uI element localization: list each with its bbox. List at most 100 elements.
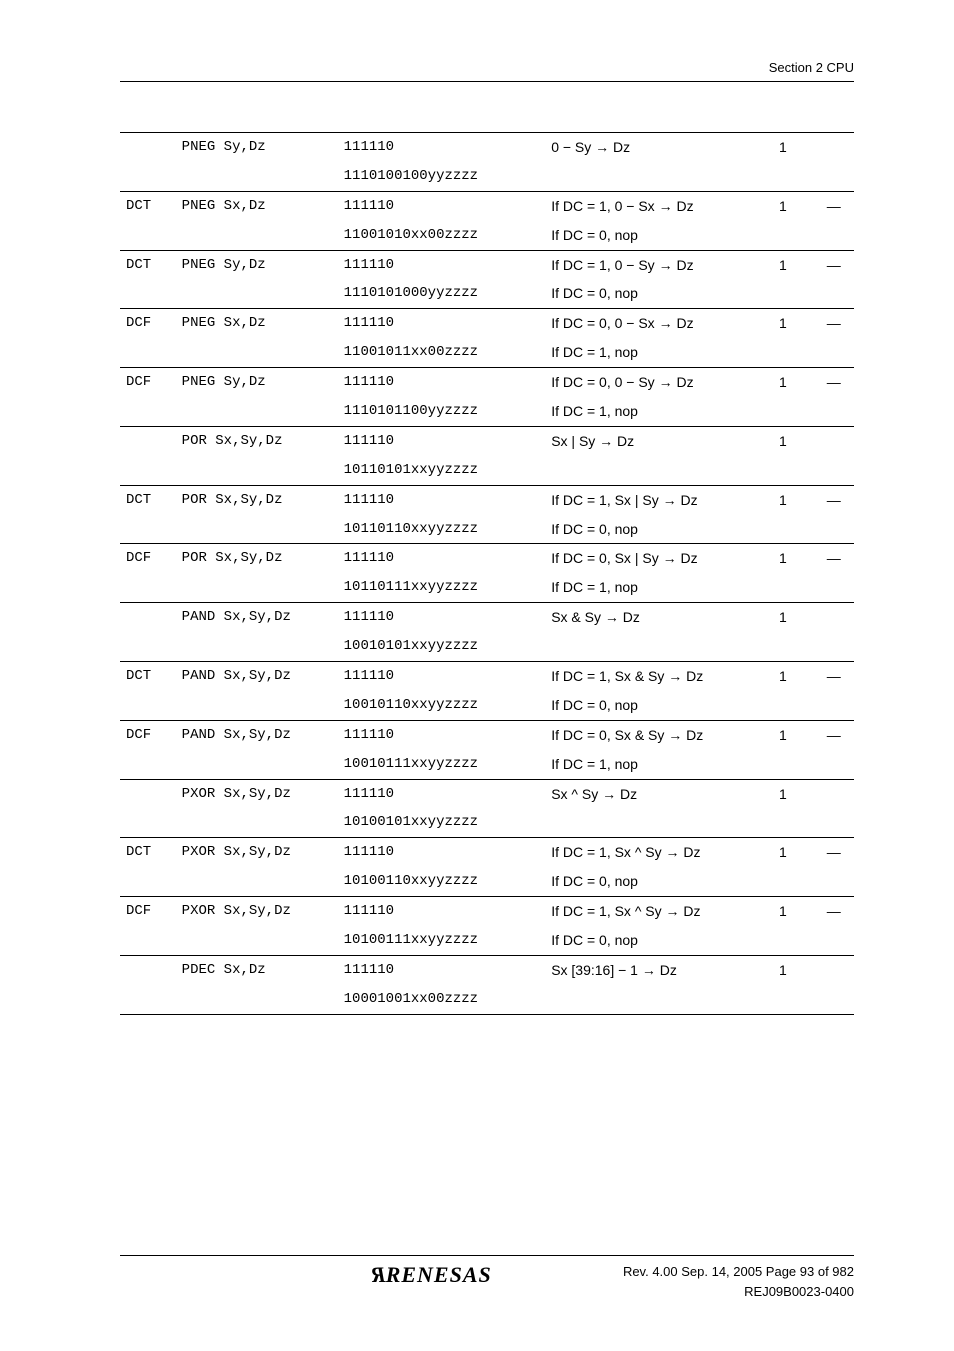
table-cell: If DC = 1, 0 − Sx → Dz — [545, 191, 773, 220]
table-cell: PNEG Sx,Dz — [176, 191, 338, 220]
table-cell: Sx & Sy → Dz — [545, 603, 773, 632]
table-cell — [773, 573, 813, 602]
header-rule — [120, 81, 854, 82]
table-cell: If DC = 1, 0 − Sy → Dz — [545, 250, 773, 279]
table-cell — [176, 162, 338, 191]
table-cell — [813, 985, 854, 1014]
table-cell: 111110 — [338, 368, 546, 397]
table-cell: 10010111xxyyzzzz — [338, 750, 546, 779]
table-cell — [176, 515, 338, 544]
table-cell: — — [813, 191, 854, 220]
table-cell: 1 — [773, 485, 813, 514]
table-cell: 1 — [773, 426, 813, 455]
table-cell — [120, 397, 176, 426]
table-cell: Sx | Sy → Dz — [545, 426, 773, 455]
table-cell — [813, 338, 854, 367]
table-cell — [176, 691, 338, 720]
section-header: Section 2 CPU — [120, 60, 854, 75]
table-cell — [176, 926, 338, 955]
table-cell: If DC = 1, nop — [545, 397, 773, 426]
table-cell — [813, 162, 854, 191]
table-cell — [176, 279, 338, 308]
table-cell: If DC = 0, Sx | Sy → Dz — [545, 544, 773, 573]
table-cell — [176, 750, 338, 779]
table-cell — [773, 691, 813, 720]
table-cell: If DC = 1, nop — [545, 338, 773, 367]
table-cell: 10010101xxyyzzzz — [338, 632, 546, 661]
table-cell — [813, 779, 854, 808]
table-cell — [813, 926, 854, 955]
table-cell: PXOR Sx,Sy,Dz — [176, 779, 338, 808]
table-cell: 0 − Sy → Dz — [545, 133, 773, 162]
table-cell: 10100101xxyyzzzz — [338, 808, 546, 837]
table-row: PXOR Sx,Sy,Dz111110Sx ^ Sy → Dz1 — [120, 779, 854, 808]
table-cell: 111110 — [338, 662, 546, 691]
table-cell: If DC = 0, 0 − Sy → Dz — [545, 368, 773, 397]
instruction-table-body: PNEG Sy,Dz1111100 − Sy → Dz11110100100yy… — [120, 133, 854, 1015]
table-cell — [120, 279, 176, 308]
table-cell: If DC = 0, Sx & Sy → Dz — [545, 720, 773, 749]
table-cell — [120, 691, 176, 720]
table-cell: PDEC Sx,Dz — [176, 955, 338, 984]
table-cell: 1 — [773, 779, 813, 808]
table-cell: PAND Sx,Sy,Dz — [176, 720, 338, 749]
table-cell — [813, 573, 854, 602]
table-cell — [120, 867, 176, 896]
table-cell — [773, 867, 813, 896]
table-cell: 1 — [773, 955, 813, 984]
table-cell: — — [813, 309, 854, 338]
table-cell — [120, 162, 176, 191]
table-cell — [176, 397, 338, 426]
table-cell: — — [813, 368, 854, 397]
table-cell: If DC = 0, nop — [545, 221, 773, 250]
table-cell: DCF — [120, 309, 176, 338]
table-row: 11001010xx00zzzzIf DC = 0, nop — [120, 221, 854, 250]
table-cell: 10100110xxyyzzzz — [338, 867, 546, 896]
table-cell: 111110 — [338, 191, 546, 220]
table-cell — [176, 573, 338, 602]
table-cell: 10110111xxyyzzzz — [338, 573, 546, 602]
table-cell: 10110110xxyyzzzz — [338, 515, 546, 544]
table-row: PNEG Sy,Dz1111100 − Sy → Dz1 — [120, 133, 854, 162]
table-cell — [773, 162, 813, 191]
table-cell: Sx ^ Sy → Dz — [545, 779, 773, 808]
table-cell: 1110100100yyzzzz — [338, 162, 546, 191]
table-cell: 111110 — [338, 955, 546, 984]
table-row: POR Sx,Sy,Dz111110Sx | Sy → Dz1 — [120, 426, 854, 455]
instruction-table: PNEG Sy,Dz1111100 − Sy → Dz11110100100yy… — [120, 132, 854, 1015]
table-cell: — — [813, 662, 854, 691]
table-cell — [773, 808, 813, 837]
table-cell: 111110 — [338, 309, 546, 338]
table-row: 10010101xxyyzzzz — [120, 632, 854, 661]
table-cell: DCT — [120, 838, 176, 867]
table-cell: 11001011xx00zzzz — [338, 338, 546, 367]
table-cell: If DC = 0, nop — [545, 515, 773, 544]
table-cell: POR Sx,Sy,Dz — [176, 544, 338, 573]
table-row: 10100110xxyyzzzzIf DC = 0, nop — [120, 867, 854, 896]
table-cell: 1 — [773, 368, 813, 397]
table-cell — [120, 750, 176, 779]
table-cell — [120, 338, 176, 367]
table-cell — [545, 985, 773, 1014]
footer-rule — [120, 1255, 854, 1256]
table-row: PDEC Sx,Dz111110Sx [39:16] − 1 → Dz1 — [120, 955, 854, 984]
table-cell — [120, 926, 176, 955]
table-cell — [773, 515, 813, 544]
table-cell — [813, 279, 854, 308]
table-row: 10010110xxyyzzzzIf DC = 0, nop — [120, 691, 854, 720]
table-cell — [120, 426, 176, 455]
table-cell: If DC = 0, 0 − Sx → Dz — [545, 309, 773, 338]
table-cell: 111110 — [338, 897, 546, 926]
table-row: DCTPOR Sx,Sy,Dz111110If DC = 1, Sx | Sy … — [120, 485, 854, 514]
table-cell: DCF — [120, 368, 176, 397]
table-cell: If DC = 0, nop — [545, 867, 773, 896]
table-cell — [545, 456, 773, 485]
table-cell: 1 — [773, 309, 813, 338]
table-cell: 111110 — [338, 544, 546, 573]
table-cell: PAND Sx,Sy,Dz — [176, 603, 338, 632]
table-row: DCFPAND Sx,Sy,Dz111110If DC = 0, Sx & Sy… — [120, 720, 854, 749]
table-cell: — — [813, 250, 854, 279]
table-cell — [545, 808, 773, 837]
footer-doc: REJ09B0023-0400 — [623, 1282, 854, 1302]
table-cell — [176, 632, 338, 661]
